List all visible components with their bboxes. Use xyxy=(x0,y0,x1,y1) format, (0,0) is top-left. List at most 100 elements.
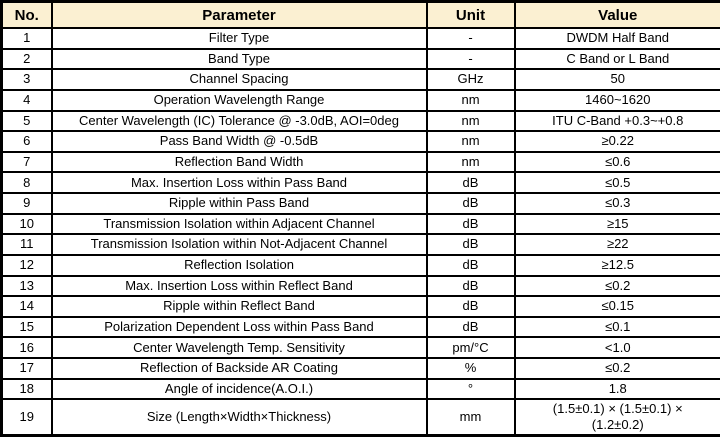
cell-unit: nm xyxy=(425,150,516,174)
cell-value: ≤0.2 xyxy=(513,274,720,298)
cell-value: ≤0.6 xyxy=(513,150,720,174)
cell-value: ≥0.22 xyxy=(513,130,720,153)
cell-parameter: Ripple within Reflect Band xyxy=(50,295,428,318)
table-row: 16 Center Wavelength Temp. Sensitivity pm/… xyxy=(0,336,720,359)
cell-parameter: Pass Band Width @ -0.5dB xyxy=(50,130,428,153)
cell-parameter: Max. Insertion Loss within Reflect Band xyxy=(50,274,428,298)
cell-unit: nm xyxy=(425,88,516,112)
cell-unit: dB xyxy=(425,295,516,318)
cell-parameter: Reflection Isolation xyxy=(50,253,428,277)
cell-value: ITU C-Band +0.3~+0.8 xyxy=(513,109,720,133)
cell-unit: nm xyxy=(425,130,516,153)
cell-value: DWDM Half Band xyxy=(513,27,720,50)
cell-parameter: Transmission Isolation within Adjacent C… xyxy=(50,212,428,236)
cell-value: <1.0 xyxy=(513,336,720,359)
cell-parameter: Operation Wavelength Range xyxy=(50,88,428,112)
cell-unit: dB xyxy=(425,212,516,236)
cell-unit: - xyxy=(425,27,516,50)
cell-value: (1.5±0.1) × (1.5±0.1) × (1.2±0.2) xyxy=(513,398,720,437)
table-row: 10 Transmission Isolation within Adjacent… xyxy=(0,212,720,236)
cell-value: ≥22 xyxy=(513,233,720,256)
cell-value: ≤0.5 xyxy=(513,171,720,194)
cell-no: 1 xyxy=(0,27,53,50)
cell-unit: dB xyxy=(425,253,516,277)
cell-no: 8 xyxy=(0,171,53,194)
table-row: 15 Polarization Dependent Loss within Pas… xyxy=(0,315,720,339)
cell-unit: dB xyxy=(425,274,516,298)
cell-no: 18 xyxy=(0,377,53,401)
table-row: 8 Max. Insertion Loss within Pass Band dB ≤… xyxy=(0,171,720,194)
cell-no: 13 xyxy=(0,274,53,298)
header-unit: Unit xyxy=(425,0,516,29)
cell-unit: pm/°C xyxy=(425,336,516,359)
table-row: 13 Max. Insertion Loss within Reflect Ban… xyxy=(0,274,720,298)
cell-no: 5 xyxy=(0,109,53,133)
table-row: 1 Filter Type - DWDM Half Band xyxy=(0,27,720,50)
cell-value: 1460~1620 xyxy=(513,88,720,112)
cell-parameter: Polarization Dependent Loss within Pass … xyxy=(50,315,428,339)
cell-no: 3 xyxy=(0,68,53,91)
cell-value: 1.8 xyxy=(513,377,720,401)
cell-unit: dB xyxy=(425,233,516,256)
cell-parameter: Channel Spacing xyxy=(50,68,428,91)
cell-value: ≤0.3 xyxy=(513,192,720,215)
cell-unit: nm xyxy=(425,109,516,133)
cell-unit: dB xyxy=(425,171,516,194)
cell-parameter: Reflection of Backside AR Coating xyxy=(50,357,428,380)
cell-value: ≥15 xyxy=(513,212,720,236)
table-row: 4 Operation Wavelength Range nm 1460~1620 xyxy=(0,88,720,112)
header-parameter: Parameter xyxy=(50,0,428,29)
cell-no: 17 xyxy=(0,357,53,380)
table-row: 9 Ripple within Pass Band dB ≤0.3 xyxy=(0,192,720,215)
cell-value: ≤0.15 xyxy=(513,295,720,318)
table-row: 6 Pass Band Width @ -0.5dB nm ≥0.22 xyxy=(0,130,720,153)
cell-parameter: Transmission Isolation within Not-Adjace… xyxy=(50,233,428,256)
spec-table-head: No. Parameter Unit Value xyxy=(0,0,720,29)
table-row: 3 Channel Spacing GHz 50 xyxy=(0,68,720,91)
cell-unit: ° xyxy=(425,377,516,401)
cell-unit: % xyxy=(425,357,516,380)
spec-table-body: 1 Filter Type - DWDM Half Band 2 Band Type - C … xyxy=(0,27,720,437)
cell-no: 16 xyxy=(0,336,53,359)
cell-no: 19 xyxy=(0,398,53,437)
cell-no: 11 xyxy=(0,233,53,256)
cell-parameter: Band Type xyxy=(50,47,428,71)
table-row: 2 Band Type - C Band or L Band xyxy=(0,47,720,71)
cell-parameter: Angle of incidence(A.O.I.) xyxy=(50,377,428,401)
cell-no: 7 xyxy=(0,150,53,174)
cell-value: ≤0.1 xyxy=(513,315,720,339)
header-value: Value xyxy=(513,0,720,29)
cell-parameter: Filter Type xyxy=(50,27,428,50)
cell-unit: - xyxy=(425,47,516,71)
cell-value: C Band or L Band xyxy=(513,47,720,71)
cell-unit: mm xyxy=(425,398,516,437)
cell-no: 6 xyxy=(0,130,53,153)
table-row: 11 Transmission Isolation within Not-Adja… xyxy=(0,233,720,256)
cell-unit: dB xyxy=(425,192,516,215)
table-row: 7 Reflection Band Width nm ≤0.6 xyxy=(0,150,720,174)
table-row: 18 Angle of incidence(A.O.I.) ° 1.8 xyxy=(0,377,720,401)
cell-no: 2 xyxy=(0,47,53,71)
table-row: 17 Reflection of Backside AR Coating% ≤0.2 xyxy=(0,357,720,380)
table-row: 19 Size (Length×Width×Thickness) mm (1.5±0.… xyxy=(0,398,720,437)
cell-parameter: Ripple within Pass Band xyxy=(50,192,428,215)
cell-no: 12 xyxy=(0,253,53,277)
table-row: 14 Ripple within Reflect Band dB ≤0.15 xyxy=(0,295,720,318)
cell-value: 50 xyxy=(513,68,720,91)
cell-parameter: Center Wavelength (IC) Tolerance @ -3.0d… xyxy=(50,109,428,133)
cell-no: 14 xyxy=(0,295,53,318)
header-row: No. Parameter Unit Value xyxy=(0,0,720,29)
cell-no: 15 xyxy=(0,315,53,339)
cell-parameter: Center Wavelength Temp. Sensitivity xyxy=(50,336,428,359)
cell-value: ≥12.5 xyxy=(513,253,720,277)
cell-unit: GHz xyxy=(425,68,516,91)
cell-unit: dB xyxy=(425,315,516,339)
cell-parameter: Reflection Band Width xyxy=(50,150,428,174)
cell-no: 9 xyxy=(0,192,53,215)
cell-parameter: Max. Insertion Loss within Pass Band xyxy=(50,171,428,194)
table-row: 5 Center Wavelength (IC) Tolerance @ -3.0… xyxy=(0,109,720,133)
table-row: 12 Reflection Isolation dB ≥12.5 xyxy=(0,253,720,277)
header-no: No. xyxy=(0,0,53,29)
